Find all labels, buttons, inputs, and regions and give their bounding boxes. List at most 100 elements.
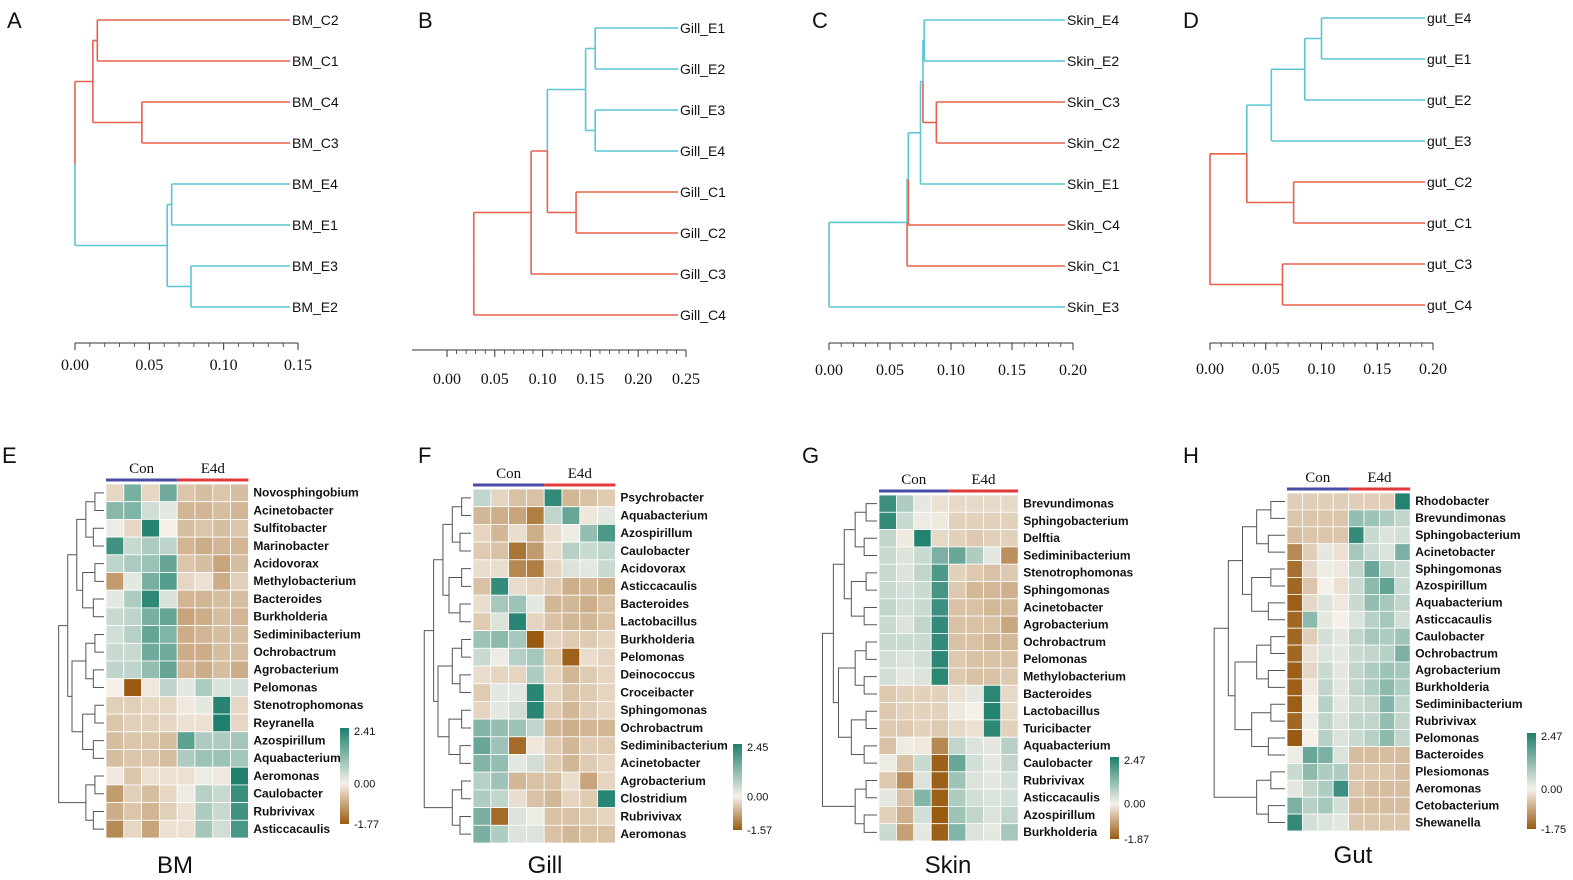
heatmap-cell <box>158 819 178 839</box>
heatmap-cell <box>123 660 143 680</box>
heatmap-cell <box>878 546 897 565</box>
row-label: Brevundimonas <box>1415 511 1506 525</box>
heatmap-cell <box>1379 610 1396 629</box>
heatmap-cell <box>983 650 1002 669</box>
heatmap-cell <box>543 612 563 632</box>
heatmap-cell <box>472 789 492 809</box>
heatmap-cell <box>878 615 897 634</box>
heatmap-cell <box>878 633 897 652</box>
heatmap-cell <box>176 766 196 786</box>
row-label: Agrobacterium <box>620 774 705 788</box>
row-label: Bacteroides <box>620 597 689 611</box>
row-dendrogram-branch <box>832 563 845 704</box>
group-label-e4d: E4d <box>971 472 996 488</box>
heatmap-cell <box>508 647 527 667</box>
heatmap-cell <box>965 806 984 825</box>
tick-label: 0.10 <box>529 371 557 388</box>
heatmap-cell <box>965 598 984 617</box>
leaf-label: Gill_E4 <box>680 143 725 159</box>
heatmap-cell <box>490 736 509 755</box>
heatmap-cell <box>543 718 563 738</box>
heatmap-cell <box>1348 492 1365 511</box>
tick-label: 0.05 <box>1252 361 1280 378</box>
heatmap-cell <box>1332 796 1349 815</box>
row-label: Sediminibacterium <box>253 627 360 641</box>
heatmap-cell <box>983 494 1002 513</box>
heatmap-cell <box>526 594 545 614</box>
heatmap-cell <box>123 766 143 786</box>
heatmap-cell <box>1379 594 1396 612</box>
row-dendrogram-branch <box>442 523 453 596</box>
row-dendrogram-branch <box>1270 703 1285 722</box>
heatmap-cell <box>105 519 125 538</box>
heatmap-cell <box>543 771 563 791</box>
heatmap-cell <box>983 806 1002 825</box>
colorbar-max-label: 2.41 <box>354 726 375 738</box>
row-label: Burkholderia <box>620 632 694 646</box>
heatmap-cell <box>1348 577 1365 595</box>
row-label: Psychrobacter <box>620 491 704 505</box>
row-dendrogram-branch <box>461 638 471 658</box>
heatmap-cell <box>141 642 160 662</box>
heatmap-cell <box>105 713 125 733</box>
tick-label: 0.20 <box>1419 361 1447 378</box>
leaf-label: gut_E2 <box>1427 92 1472 108</box>
row-dendrogram-branch <box>461 568 471 587</box>
heatmap-cell <box>158 536 178 556</box>
heatmap-cell <box>579 612 598 632</box>
heatmap-cell <box>1332 577 1349 595</box>
heatmap-cell <box>597 807 616 826</box>
heatmap-cell <box>1302 661 1319 680</box>
row-dendrogram-branch <box>94 704 104 724</box>
heatmap-cell <box>1286 796 1303 815</box>
heatmap-cell <box>930 615 950 634</box>
heatmap-cell <box>948 771 967 790</box>
heatmap-cell <box>1286 492 1303 511</box>
heatmap-cell <box>526 771 545 791</box>
heatmap-cell <box>579 736 598 755</box>
heatmap-cell <box>141 589 160 609</box>
heatmap-cell <box>1348 560 1365 578</box>
heatmap-cell <box>1000 719 1019 738</box>
heatmap-cell <box>508 665 527 685</box>
heatmap-cell <box>472 665 492 685</box>
heatmap-cell <box>508 506 527 525</box>
heatmap-cell <box>1348 813 1365 832</box>
tick-label: 0.10 <box>1308 361 1336 378</box>
row-dendrogram-branch <box>58 625 86 804</box>
colorbar-max-label: 2.47 <box>1124 755 1145 767</box>
heatmap-cell <box>141 625 160 644</box>
heatmap-cell <box>212 660 232 680</box>
row-label: Acidovorax <box>253 557 319 571</box>
leaf-label: Gill_E2 <box>680 61 725 77</box>
heatmap-cell <box>526 488 545 508</box>
row-label: Sphingomonas <box>1415 562 1502 576</box>
heatmap-cell <box>1286 610 1303 629</box>
heatmap-cell <box>1332 526 1349 545</box>
heatmap-cell <box>158 554 178 573</box>
heatmap-cell <box>123 501 143 520</box>
row-dendrogram-branch <box>865 779 877 799</box>
heatmap-cell <box>176 802 196 821</box>
row-dendrogram-branch <box>1256 644 1271 680</box>
heatmap-cell <box>543 754 563 773</box>
heatmap-cell <box>230 731 249 750</box>
row-dendrogram-branch <box>1234 661 1257 731</box>
heatmap-cell <box>948 546 967 565</box>
heatmap-cell <box>913 494 932 513</box>
heatmap-cell <box>526 612 545 632</box>
heatmap-cell <box>472 577 492 596</box>
heatmap-cell <box>194 625 214 644</box>
heatmap-cell <box>472 807 492 826</box>
heatmap-cell <box>878 771 897 790</box>
heatmap-cell <box>896 788 915 807</box>
heatmap-cell <box>123 749 143 768</box>
panel-letter-A: A <box>7 8 22 33</box>
row-dendrogram-branch <box>94 775 104 795</box>
row-dendrogram-branch <box>1267 534 1285 553</box>
heatmap-cell <box>896 494 915 513</box>
heatmap-cell <box>212 678 232 697</box>
row-label: Cetobacterium <box>1415 798 1499 812</box>
heatmap-cell <box>472 630 492 649</box>
heatmap-cell <box>490 488 509 508</box>
